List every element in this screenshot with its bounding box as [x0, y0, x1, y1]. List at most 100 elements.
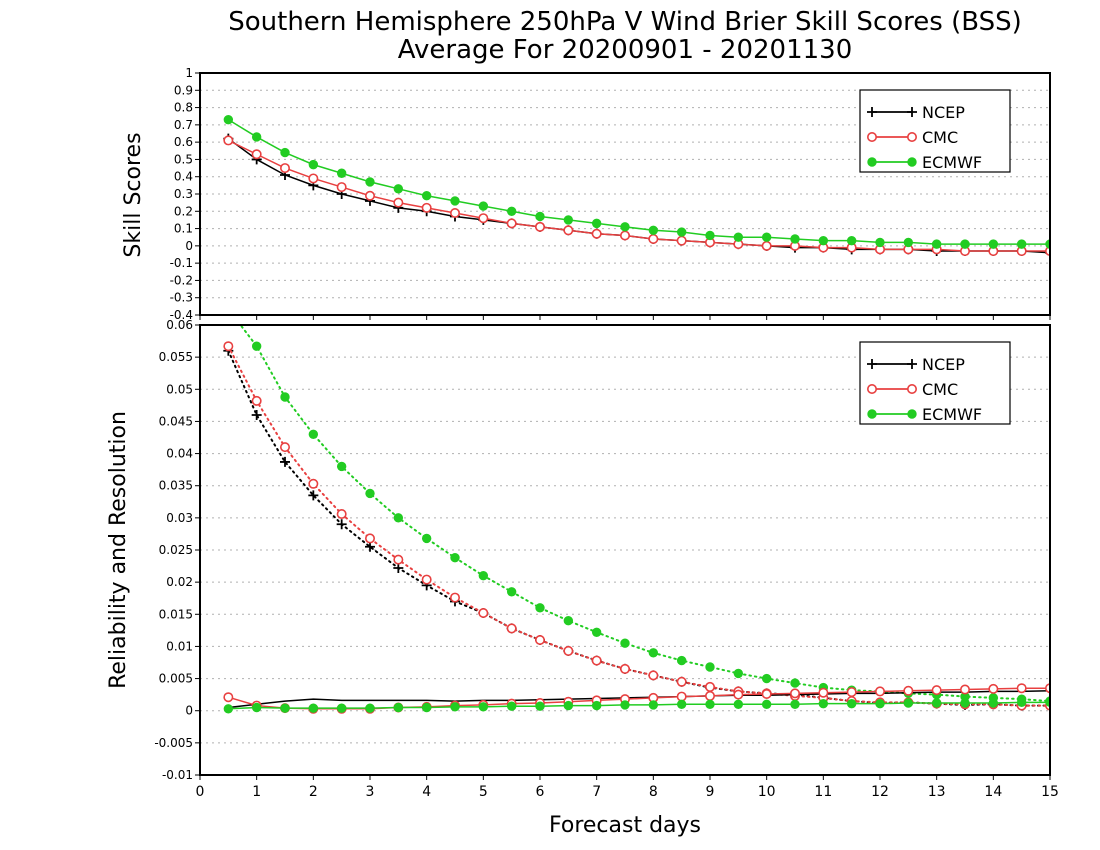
- bottom-legend-label-ncep: NCEP: [922, 355, 965, 374]
- bottom-point-ecmwf-reliability: [931, 698, 942, 708]
- bottom-point-cmc-resolution: [223, 341, 234, 352]
- bottom-point-ecmwf-reliability: [591, 700, 602, 711]
- bottom-point-ecmwf-reliability: [846, 698, 857, 709]
- bottom-point-cmc-resolution: [308, 478, 319, 489]
- bottom-point-ecmwf-reliability: [506, 701, 517, 711]
- bottom-point-cmc-reliability: [1016, 683, 1027, 694]
- bottom-point-ecmwf-resolution: [676, 655, 687, 666]
- bottom-point-ecmwf-reliability: [818, 698, 829, 709]
- top-point-ecmwf: [535, 211, 545, 222]
- top-point-cmc: [336, 182, 347, 193]
- bottom-point-cmc-reliability: [874, 686, 885, 697]
- bottom-point-cmc-reliability: [931, 685, 942, 696]
- bottom-line-cmc-reliability: [228, 687, 1050, 710]
- bottom-legend-label-cmc: CMC: [922, 380, 958, 399]
- bottom-point-ecmwf-reliability: [648, 700, 659, 710]
- top-y-tick-label: 0.9: [174, 83, 193, 97]
- bottom-point-ecmwf-resolution: [251, 341, 262, 351]
- bottom-point-ecmwf-reliability: [790, 699, 800, 709]
- top-legend-label-cmc: CMC: [922, 128, 958, 147]
- top-legend-box: [859, 89, 1011, 173]
- top-y-tick-label: 0.3: [174, 187, 193, 201]
- bottom-point-cmc-resolution: [251, 395, 262, 406]
- top-point-cmc: [449, 208, 460, 219]
- top-point-cmc: [279, 163, 290, 174]
- bottom-point-cmc-reliability: [988, 683, 999, 694]
- bottom-point-cmc-reliability: [846, 687, 857, 698]
- bottom-point-ecmwf-resolution: [393, 513, 404, 523]
- top-point-cmc: [534, 221, 545, 232]
- bottom-y-tick-label: 0.005: [159, 672, 193, 686]
- bottom-point-cmc-reliability: [959, 684, 970, 695]
- x-tick-label: 5: [479, 784, 488, 800]
- top-point-cmc: [676, 235, 687, 246]
- bottom-line-ecmwf-resolution: [239, 325, 1050, 703]
- top-point-ecmwf: [450, 196, 460, 206]
- bottom-point-ecmwf-reliability: [676, 699, 687, 709]
- bottom-point-cmc-resolution: [591, 655, 602, 666]
- bottom-point-ecmwf-reliability: [960, 698, 970, 708]
- top-point-ecmwf: [506, 206, 517, 216]
- bottom-point-cmc-reliability: [676, 691, 687, 702]
- top-point-cmc: [421, 202, 432, 213]
- bottom-point-ecmwf-resolution: [705, 662, 715, 672]
- bottom-point-ecmwf-resolution: [280, 392, 290, 402]
- top-y-tick-label: 0.4: [174, 170, 193, 184]
- bottom-y-tick-label: 0: [185, 704, 193, 718]
- top-y-tick-label: 1: [185, 66, 193, 80]
- bottom-point-ncep-resolution: [280, 456, 290, 467]
- bottom-point-ecmwf-resolution: [308, 429, 319, 439]
- bottom-point-cmc-resolution: [506, 623, 517, 634]
- plot-layer: 1 0.9 0.8 0.7 0.6 0.5 0.4 0.3 0.2 0.1 0 -0.1 -0.2 -0.…: [154, 66, 1059, 800]
- x-tick-label: 14: [984, 784, 1002, 800]
- top-point-cmc: [223, 135, 234, 146]
- bottom-point-ecmwf-reliability: [563, 700, 574, 711]
- top-point-cmc: [648, 233, 659, 244]
- top-legend-label-ncep: NCEP: [922, 103, 965, 122]
- bottom-point-ecmwf-reliability: [478, 702, 489, 712]
- top-point-ecmwf: [478, 201, 489, 211]
- bottom-point-cmc-reliability: [733, 689, 744, 700]
- top-point-cmc: [619, 230, 630, 241]
- top-point-ecmwf: [875, 237, 885, 248]
- bottom-point-ecmwf-resolution: [761, 673, 772, 684]
- bottom-legend-box: [859, 341, 1011, 425]
- top-legend-marker-cmc: [906, 132, 917, 143]
- top-y-tick-label: 0.1: [174, 222, 193, 236]
- top-legend: NCEP CMC ECMWF: [859, 89, 1011, 173]
- top-y-tick-label: 0.8: [174, 101, 193, 115]
- top-legend-marker-ncep: [907, 107, 917, 117]
- x-tick-label: 13: [928, 784, 946, 800]
- bottom-point-ecmwf-resolution: [620, 638, 630, 648]
- bottom-point-ecmwf-reliability: [280, 703, 290, 713]
- bottom-legend-marker-cmc: [906, 383, 917, 394]
- top-y-tick-label: -0.4: [170, 308, 193, 322]
- top-frame: [199, 72, 1051, 316]
- bottom-point-cmc-resolution: [279, 442, 290, 453]
- bottom-y-tick-label: 0.035: [159, 479, 193, 493]
- bottom-panel-ylabel: Reliability and Resolution: [106, 411, 131, 689]
- bottom-point-ecmwf-reliability: [365, 703, 375, 713]
- bottom-y-tick-label: -0.01: [162, 768, 193, 782]
- top-point-ecmwf: [308, 159, 319, 170]
- x-tick-label: 10: [758, 784, 776, 800]
- top-y-tick-label: -0.2: [170, 273, 193, 287]
- top-point-ecmwf: [251, 132, 262, 142]
- bottom-line-ncep-reliability: [228, 690, 1050, 709]
- top-point-cmc: [478, 213, 489, 224]
- bottom-point-ecmwf-resolution: [535, 603, 545, 613]
- top-point-ecmwf: [705, 230, 715, 241]
- bottom-point-cmc-reliability: [761, 688, 772, 699]
- bottom-point-cmc-reliability: [789, 688, 800, 699]
- top-point-cmc: [393, 197, 404, 208]
- top-legend-label-ecmwf: ECMWF: [922, 153, 982, 172]
- bottom-point-cmc-resolution: [704, 681, 715, 692]
- x-tick-label: 12: [871, 784, 889, 800]
- top-point-ecmwf: [988, 239, 999, 249]
- bottom-point-ecmwf-reliability: [421, 702, 432, 713]
- bottom-point-ecmwf-reliability: [903, 698, 914, 708]
- top-y-tick-label: 0.7: [174, 118, 193, 132]
- x-axis-label: Forecast days: [549, 813, 701, 838]
- top-point-ecmwf: [648, 225, 659, 236]
